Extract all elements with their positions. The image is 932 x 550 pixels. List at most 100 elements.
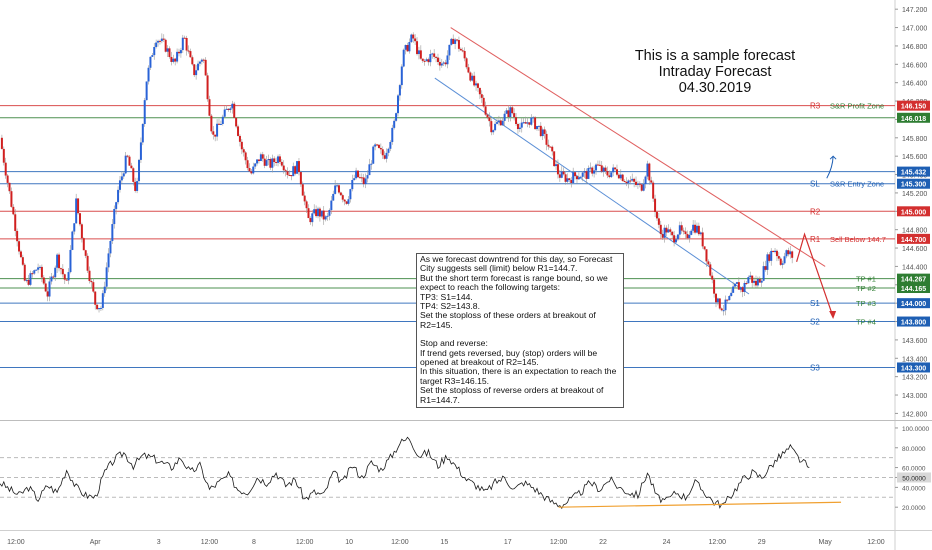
candle-body bbox=[313, 209, 316, 214]
candle-body bbox=[185, 37, 188, 51]
candle-body bbox=[587, 168, 590, 179]
candle-body bbox=[577, 177, 580, 180]
candle-body bbox=[193, 64, 196, 76]
candle-body bbox=[69, 249, 72, 273]
candle-body bbox=[779, 258, 782, 265]
candle-body bbox=[52, 276, 55, 278]
candle-body bbox=[553, 151, 556, 167]
candle-body bbox=[566, 178, 569, 182]
candle-body bbox=[539, 125, 542, 137]
candle-body bbox=[758, 278, 761, 283]
candle-body bbox=[680, 225, 683, 231]
candle-body bbox=[459, 48, 462, 51]
candle-body bbox=[663, 227, 666, 238]
candle-body bbox=[94, 291, 97, 305]
candle-body bbox=[275, 162, 278, 164]
level-note: TP #1 bbox=[856, 275, 876, 284]
candle-body bbox=[46, 291, 49, 297]
candle-body bbox=[261, 154, 264, 159]
candle-body bbox=[368, 164, 371, 176]
candle-body bbox=[225, 108, 228, 110]
candle-body bbox=[280, 161, 283, 166]
candle-body bbox=[181, 37, 184, 51]
candle-body bbox=[473, 75, 476, 86]
candle-body bbox=[497, 120, 500, 123]
candle-body bbox=[684, 231, 687, 235]
level-price-tag bbox=[897, 178, 930, 189]
level-price-tag bbox=[897, 100, 930, 111]
candle-body bbox=[629, 180, 632, 182]
level-label: R2 bbox=[810, 207, 821, 216]
candle-body bbox=[257, 159, 260, 162]
candle-body bbox=[507, 110, 510, 118]
candle-body bbox=[82, 238, 85, 251]
forecast-line: TP3: S1=144. bbox=[420, 291, 473, 302]
candle-body bbox=[37, 267, 40, 270]
entry-arrow-head bbox=[829, 155, 837, 160]
candle-body bbox=[412, 34, 415, 39]
candle-body bbox=[456, 39, 459, 41]
candle-body bbox=[509, 107, 512, 118]
candle-body bbox=[92, 282, 95, 292]
candle-body bbox=[787, 250, 790, 255]
candle-body bbox=[322, 210, 325, 220]
candle-body bbox=[357, 170, 359, 178]
candle-body bbox=[705, 249, 708, 262]
level-price-tag bbox=[897, 362, 930, 373]
candle-body bbox=[579, 176, 582, 178]
candle-body bbox=[294, 166, 297, 174]
candle-body bbox=[675, 239, 678, 243]
candle-body bbox=[448, 44, 451, 56]
candle-body bbox=[271, 158, 274, 168]
oscillator-tick-label: 20.0000 bbox=[902, 505, 926, 512]
candle-body bbox=[488, 117, 491, 122]
oscillator bbox=[0, 436, 810, 510]
candle-body bbox=[309, 218, 312, 223]
time-tick-label: 12:00 bbox=[201, 539, 219, 546]
candle-body bbox=[621, 174, 624, 182]
candle-body bbox=[78, 213, 81, 225]
level-price-tag-text: 146.018 bbox=[901, 116, 926, 123]
candle-body bbox=[730, 292, 733, 297]
candle-body bbox=[63, 274, 66, 280]
candle-body bbox=[665, 227, 668, 233]
oscillator-tick-label: 60.0000 bbox=[902, 466, 926, 473]
candle-body bbox=[419, 50, 422, 59]
candle-body bbox=[598, 164, 601, 166]
candle-body bbox=[404, 45, 407, 50]
candle-body bbox=[728, 296, 731, 301]
level-price-tag-text: 143.800 bbox=[901, 320, 926, 327]
candle-body bbox=[138, 159, 141, 182]
forecast-title: This is a sample forecast Intraday Forec… bbox=[610, 48, 820, 96]
candle-body bbox=[18, 241, 21, 252]
candle-body bbox=[522, 122, 525, 124]
candle-body bbox=[482, 97, 485, 107]
candle-body bbox=[164, 39, 167, 52]
candle-body bbox=[536, 126, 538, 130]
candle-body bbox=[678, 225, 681, 235]
candle-body bbox=[718, 298, 721, 309]
candle-body bbox=[187, 50, 190, 52]
candle-body bbox=[208, 99, 211, 116]
candle-body bbox=[27, 279, 30, 285]
candle-body bbox=[593, 170, 596, 174]
candle-body bbox=[391, 127, 394, 142]
candle-body bbox=[233, 103, 236, 118]
forecast-line: If trend gets reversed, buy (stop) order… bbox=[420, 347, 598, 368]
candle-body bbox=[118, 180, 121, 190]
candle-body bbox=[644, 176, 647, 185]
candle-body bbox=[147, 67, 150, 82]
candle-body bbox=[229, 108, 232, 110]
candle-body bbox=[423, 60, 426, 62]
candle-body bbox=[732, 286, 735, 293]
candle-body bbox=[65, 279, 68, 281]
candle-body bbox=[642, 184, 645, 191]
candle-body bbox=[77, 198, 80, 214]
candle-body bbox=[40, 266, 43, 278]
candle-body bbox=[484, 106, 487, 115]
candle-body bbox=[200, 59, 203, 62]
candle-body bbox=[235, 117, 238, 127]
candle-body bbox=[760, 280, 763, 283]
